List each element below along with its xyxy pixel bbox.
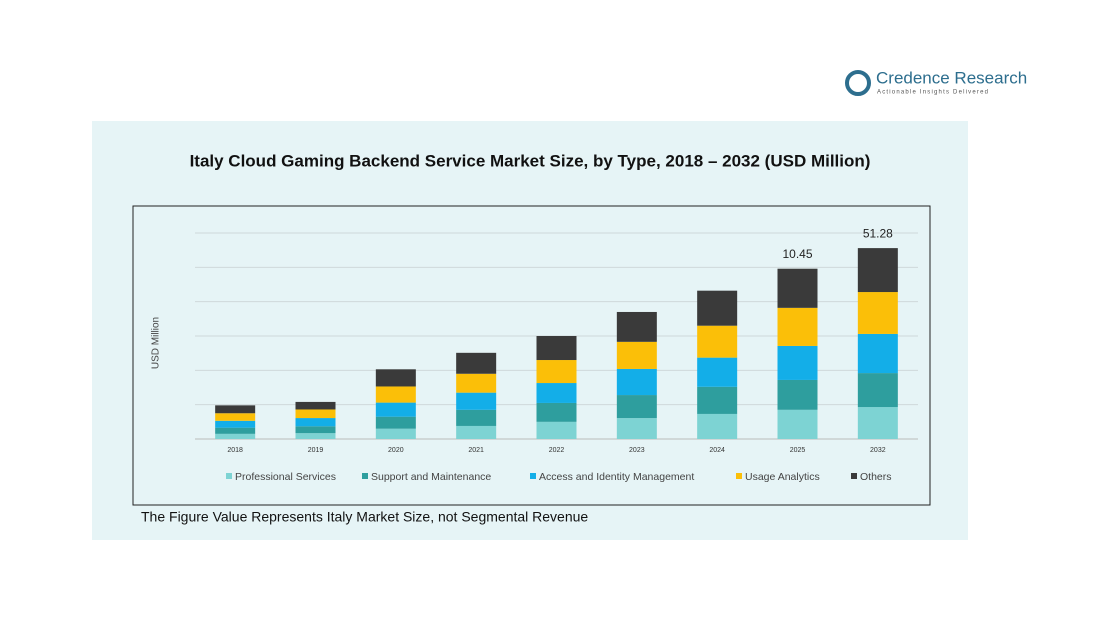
bar-segment	[536, 336, 577, 361]
bar-segment	[375, 386, 416, 403]
legend-swatch	[362, 473, 368, 479]
bar-segment	[857, 407, 898, 439]
bar-segment	[295, 409, 336, 419]
x-tick-label: 2019	[308, 447, 324, 454]
bar-segment	[857, 248, 898, 293]
bar-segment	[456, 352, 497, 374]
brand-tagline: Actionable Insights Delivered	[877, 90, 989, 96]
x-tick-label: 2018	[227, 447, 243, 454]
bar-segment	[215, 420, 256, 428]
bar-segment	[616, 395, 657, 419]
bar-segment	[295, 426, 336, 434]
x-tick-label: 2022	[549, 447, 565, 454]
bar-segment	[697, 357, 738, 387]
bar-segment	[777, 307, 818, 346]
bar-segment	[616, 341, 657, 369]
panel	[92, 121, 968, 540]
legend-swatch	[226, 473, 232, 479]
brand-name: Credence Research	[876, 68, 1027, 87]
bar-segment	[536, 383, 577, 403]
legend-swatch	[851, 473, 857, 479]
bar-segment	[777, 379, 818, 410]
bar-segment	[697, 290, 738, 326]
legend-label: Access and Identity Management	[539, 471, 694, 483]
bar-segment	[215, 427, 256, 434]
bar-segment	[295, 401, 336, 410]
legend-label: Professional Services	[235, 471, 336, 483]
bar-segment	[215, 413, 256, 421]
logo: Credence Research Actionable Insights De…	[845, 68, 1027, 96]
total-label: 51.28	[863, 226, 893, 240]
legend-label: Usage Analytics	[745, 471, 820, 483]
bar-segment	[375, 369, 416, 387]
bar-segment	[456, 392, 497, 410]
bar-segment	[375, 416, 416, 429]
chart-title: Italy Cloud Gaming Backend Service Marke…	[190, 151, 871, 170]
legend-label: Others	[860, 471, 892, 483]
bar-segment	[456, 409, 497, 426]
bar-segment	[777, 345, 818, 380]
bar-segment	[536, 360, 577, 384]
x-tick-label: 2032	[870, 447, 886, 454]
bar-segment	[456, 373, 497, 393]
bar-segment	[697, 386, 738, 414]
bar-segment	[375, 402, 416, 417]
plot-frame	[132, 205, 931, 506]
bar-segment	[857, 292, 898, 334]
bar-segment	[456, 425, 497, 439]
legend-label: Support and Maintenance	[371, 471, 491, 483]
bar-segment	[697, 413, 738, 439]
x-tick-label: 2020	[388, 447, 404, 454]
x-tick-label: 2024	[709, 447, 725, 454]
bar-segment	[616, 418, 657, 439]
legend-swatch	[530, 473, 536, 479]
bar-segment	[857, 373, 898, 408]
bar-segment	[295, 433, 336, 439]
bar-segment	[215, 433, 256, 439]
logo-icon	[845, 70, 871, 96]
legend-swatch	[736, 473, 742, 479]
bar-segment	[215, 405, 256, 414]
y-axis-label: USD Million	[151, 317, 162, 369]
bar-segment	[616, 311, 657, 342]
bar-segment	[777, 268, 818, 308]
bar-segment	[536, 402, 577, 422]
x-tick-label: 2023	[629, 447, 645, 454]
bar-segment	[616, 368, 657, 396]
x-tick-label: 2021	[468, 447, 484, 454]
bar-segment	[857, 333, 898, 374]
x-tick-label: 2025	[790, 447, 806, 454]
caption: The Figure Value Represents Italy Market…	[141, 509, 588, 525]
bar-segment	[777, 409, 818, 439]
total-label: 10.45	[782, 247, 812, 261]
bar-segment	[375, 428, 416, 439]
bar-segment	[536, 421, 577, 439]
bar-segment	[697, 325, 738, 358]
bar-segment	[295, 418, 336, 427]
